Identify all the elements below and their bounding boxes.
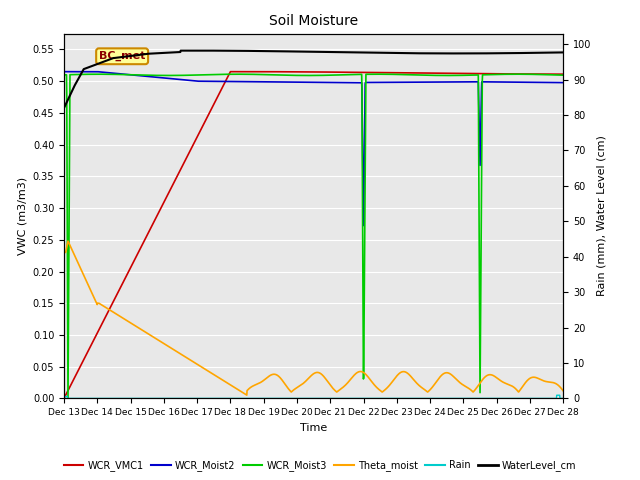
- Text: BC_met: BC_met: [99, 51, 145, 61]
- Y-axis label: Rain (mm), Water Level (cm): Rain (mm), Water Level (cm): [597, 135, 607, 297]
- Legend: WCR_VMC1, WCR_Moist2, WCR_Moist3, Theta_moist, Rain, WaterLevel_cm: WCR_VMC1, WCR_Moist2, WCR_Moist3, Theta_…: [60, 456, 580, 475]
- X-axis label: Time: Time: [300, 423, 327, 432]
- Title: Soil Moisture: Soil Moisture: [269, 14, 358, 28]
- Y-axis label: VWC (m3/m3): VWC (m3/m3): [17, 177, 27, 255]
